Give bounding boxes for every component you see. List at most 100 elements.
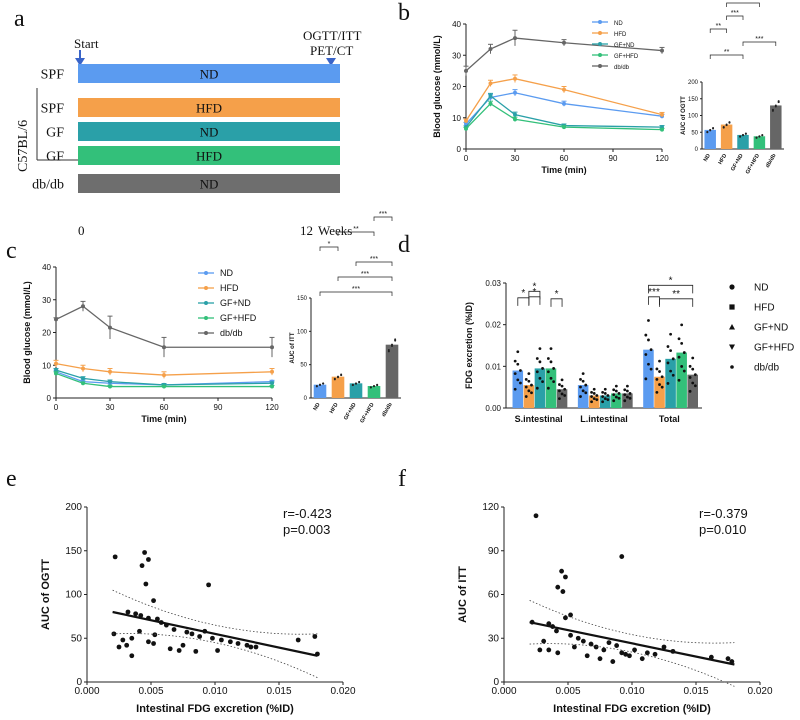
- replicate-dot: [682, 369, 686, 373]
- replicate-dot: [319, 383, 321, 386]
- y-tick-label: 0: [47, 394, 52, 403]
- replicate-dot: [691, 367, 695, 371]
- scatter-point: [597, 656, 603, 662]
- replicate-dot: [623, 388, 627, 392]
- data-point: [562, 101, 566, 106]
- scatter-point: [619, 554, 625, 559]
- replicate-dot: [603, 392, 607, 395]
- legend-marker: [598, 31, 602, 35]
- replicate-dot: [579, 377, 582, 381]
- x-category-label: ND: [703, 153, 712, 163]
- replicate-dot: [682, 351, 686, 354]
- scatter-point: [253, 644, 259, 650]
- timeline-group-label-3: GF: [46, 150, 64, 165]
- replicate-dot: [530, 391, 533, 395]
- replicate-dot: [535, 370, 539, 374]
- timeline-bar-2: [78, 122, 340, 141]
- timeline-bar-label-2: ND: [200, 125, 219, 140]
- data-point: [270, 369, 274, 374]
- y-tick-label: 0.01: [485, 362, 501, 371]
- replicate-dot: [530, 383, 533, 387]
- bar-HFD: [720, 124, 733, 149]
- x-category-label: ND: [313, 402, 322, 412]
- replicate-dot: [742, 133, 744, 136]
- y-tick-label: 150: [297, 296, 308, 302]
- bar-GF+HFD: [367, 386, 381, 398]
- significance-bracket: [550, 298, 563, 307]
- scatter-point: [124, 642, 130, 648]
- scatter-point: [142, 550, 148, 555]
- legend-label: GF+ND: [220, 298, 251, 308]
- replicate-dot: [644, 333, 648, 337]
- x-tick-label: 60: [160, 403, 169, 412]
- panel-label-c: c: [6, 238, 17, 264]
- significance-bracket: [528, 296, 541, 305]
- replicate-dot: [680, 365, 684, 368]
- significance-label: *: [555, 289, 559, 300]
- y-tick-label: 0: [493, 677, 499, 688]
- x-category-label: GF+ND: [343, 402, 358, 421]
- significance-bracket: [319, 291, 393, 296]
- scatter-point: [652, 651, 658, 657]
- replicate-dot: [524, 395, 528, 398]
- panel-label-a: a: [14, 6, 25, 32]
- end-label-petct: PET/CT: [310, 43, 353, 58]
- replicate-dot: [595, 398, 599, 402]
- replicate-dot: [660, 385, 664, 389]
- legend-marker: [598, 53, 602, 57]
- replicate-dot: [693, 384, 697, 388]
- y-tick-label: 0: [304, 396, 308, 402]
- chart-b_bar: 0 50 100 150 200 AUC of OGTT ND HFD GF+ND GF+HFD d…: [681, 0, 784, 175]
- scatter-point: [215, 648, 220, 653]
- bar-ND: [512, 370, 524, 408]
- legend-label: db/db: [614, 65, 630, 71]
- significance-label: ***: [361, 271, 369, 278]
- y-tick-label: 200: [65, 502, 82, 513]
- timeline-bar-label-4: ND: [200, 177, 219, 192]
- y-tick-label: 200: [688, 80, 699, 86]
- replicate-dot: [722, 125, 725, 128]
- x-tick-label: 0.010: [619, 686, 644, 697]
- replicate-dot: [612, 399, 616, 403]
- legend-marker: [204, 316, 208, 320]
- confidence-band-lower: [529, 643, 735, 687]
- data-point: [488, 47, 493, 51]
- replicate-dot: [755, 136, 758, 139]
- x-category-label: db/db: [765, 152, 778, 169]
- replicate-dot: [680, 323, 684, 327]
- data-point: [513, 112, 517, 117]
- replicate-dot: [647, 362, 650, 366]
- data-point: [464, 68, 468, 73]
- replicate-dot: [552, 367, 556, 370]
- replicate-dot: [647, 319, 650, 322]
- replicate-dot: [516, 378, 520, 382]
- panel-label-b: b: [398, 0, 410, 26]
- data-point: [54, 361, 58, 366]
- replicate-dot: [546, 370, 550, 374]
- legend-label: ND: [614, 21, 623, 27]
- scatter-point: [623, 651, 628, 657]
- bar-db/db: [556, 389, 568, 408]
- replicate-dot: [655, 367, 659, 371]
- axis-unit-label: Weeks: [318, 223, 352, 238]
- data-point: [488, 93, 493, 98]
- replicate-dot: [387, 349, 390, 351]
- replicate-dot: [592, 387, 596, 391]
- y-tick-label: 10: [452, 114, 461, 123]
- bar-GF+HFD: [545, 368, 557, 408]
- replicate-dot: [558, 383, 561, 386]
- bar-db/db: [770, 105, 782, 149]
- bar-db/db: [385, 344, 399, 398]
- y-tick-label: 100: [65, 590, 82, 601]
- replicate-dot: [666, 361, 670, 365]
- timeline-group-label-2: GF: [46, 126, 64, 141]
- significance-label: ***: [731, 10, 739, 17]
- legend-marker: [204, 271, 208, 275]
- replicate-dot: [590, 400, 593, 404]
- panel-label-e: e: [6, 466, 17, 492]
- replicate-dot: [581, 372, 585, 376]
- y-axis-label: AUC of OGTT: [681, 96, 687, 135]
- y-tick-label: 100: [688, 114, 699, 120]
- replicate-dot: [315, 385, 318, 387]
- replicate-dot: [581, 379, 585, 383]
